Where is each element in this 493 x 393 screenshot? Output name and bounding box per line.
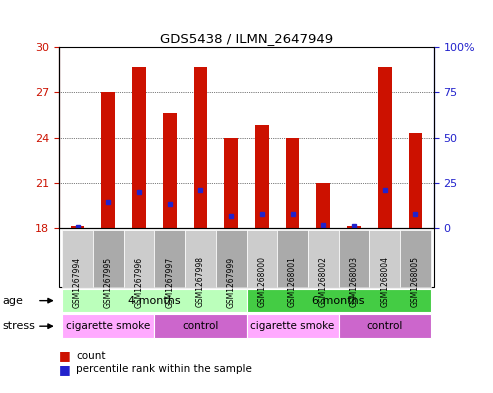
Text: ■: ■ — [59, 363, 71, 376]
Bar — [285, 138, 299, 228]
Bar — [163, 114, 176, 228]
Bar — [378, 67, 391, 228]
Text: GSM1267995: GSM1267995 — [104, 256, 113, 308]
Title: GDS5438 / ILMN_2647949: GDS5438 / ILMN_2647949 — [160, 31, 333, 44]
Text: 4 months: 4 months — [128, 296, 180, 306]
Bar — [194, 67, 208, 228]
Text: GSM1268002: GSM1268002 — [319, 256, 328, 307]
Bar — [70, 226, 84, 228]
Bar — [132, 67, 146, 228]
Text: GSM1267998: GSM1267998 — [196, 256, 205, 307]
Text: GSM1267999: GSM1267999 — [227, 256, 236, 308]
Text: GSM1268000: GSM1268000 — [257, 256, 266, 307]
Text: GSM1267994: GSM1267994 — [73, 256, 82, 308]
Text: GSM1268005: GSM1268005 — [411, 256, 420, 307]
Text: control: control — [182, 321, 218, 331]
Text: age: age — [2, 296, 23, 306]
Text: GSM1267996: GSM1267996 — [135, 256, 143, 308]
Bar — [224, 138, 238, 228]
Text: count: count — [76, 351, 106, 361]
Text: stress: stress — [2, 321, 35, 331]
Text: GSM1268004: GSM1268004 — [380, 256, 389, 307]
Text: cigarette smoke: cigarette smoke — [66, 321, 150, 331]
Text: GSM1267997: GSM1267997 — [165, 256, 174, 308]
Text: 6 months: 6 months — [313, 296, 365, 306]
Bar — [347, 226, 361, 228]
Text: cigarette smoke: cigarette smoke — [250, 321, 335, 331]
Text: GSM1268001: GSM1268001 — [288, 256, 297, 307]
Bar — [255, 125, 269, 228]
Bar — [409, 133, 423, 228]
Bar — [102, 92, 115, 228]
Text: control: control — [366, 321, 403, 331]
Text: percentile rank within the sample: percentile rank within the sample — [76, 364, 252, 375]
Bar — [317, 183, 330, 228]
Text: GSM1268003: GSM1268003 — [350, 256, 358, 307]
Text: ■: ■ — [59, 349, 71, 362]
